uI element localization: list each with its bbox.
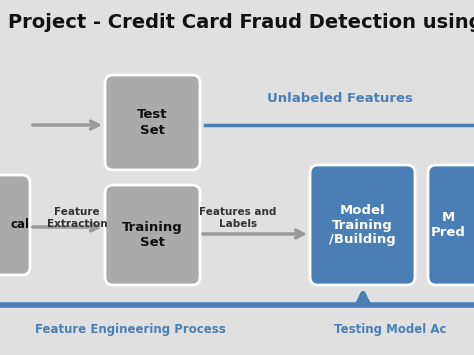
FancyBboxPatch shape (105, 75, 200, 170)
Text: Feature Engineering Process: Feature Engineering Process (35, 323, 225, 337)
Text: M
Pred: M Pred (430, 211, 465, 239)
FancyBboxPatch shape (0, 175, 30, 275)
Text: Training
Set: Training Set (122, 221, 183, 249)
Text: Testing Model Ac: Testing Model Ac (334, 323, 446, 337)
Text: Project - Credit Card Fraud Detection using: Project - Credit Card Fraud Detection us… (8, 13, 474, 32)
FancyBboxPatch shape (105, 185, 200, 285)
Text: Feature
Extraction: Feature Extraction (46, 207, 107, 229)
Text: Features and
Labels: Features and Labels (199, 207, 277, 229)
Text: Test
Set: Test Set (137, 109, 168, 137)
FancyBboxPatch shape (310, 165, 415, 285)
Text: Unlabeled Features: Unlabeled Features (267, 92, 413, 104)
Text: Model
Training
/Building: Model Training /Building (329, 203, 396, 246)
Text: cal: cal (10, 218, 29, 231)
FancyBboxPatch shape (428, 165, 474, 285)
